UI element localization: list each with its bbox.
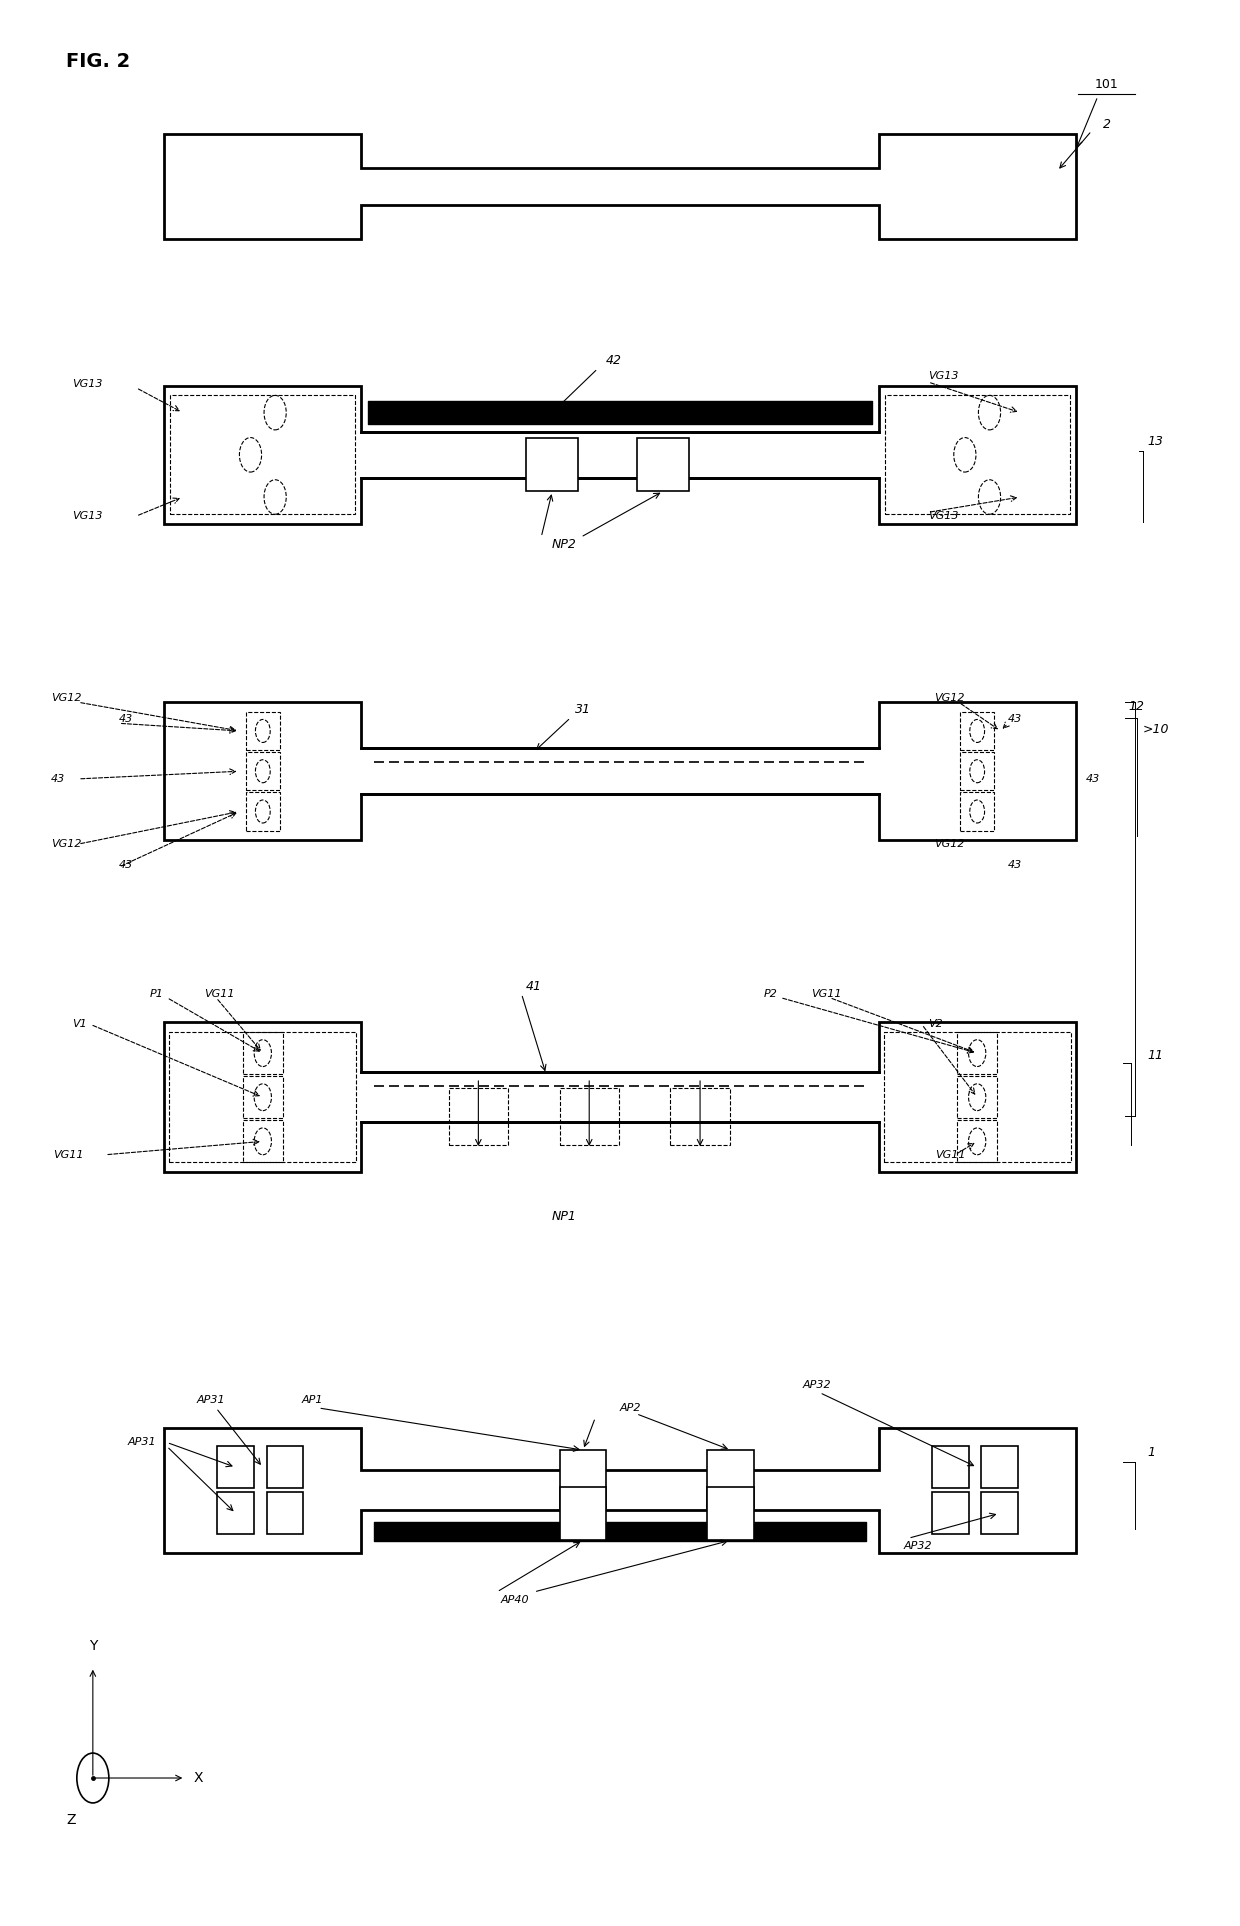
Text: AP31: AP31 xyxy=(128,1437,156,1448)
Bar xyxy=(527,437,578,491)
Text: 43: 43 xyxy=(51,774,66,784)
Bar xyxy=(246,792,280,830)
Text: AP2: AP2 xyxy=(619,1402,641,1414)
Text: 2: 2 xyxy=(1102,119,1111,131)
Text: NP1: NP1 xyxy=(552,1210,577,1223)
Bar xyxy=(559,1450,606,1508)
Text: VG12: VG12 xyxy=(51,840,82,849)
Text: VG11: VG11 xyxy=(811,988,842,1000)
Text: VG12: VG12 xyxy=(934,840,965,849)
Bar xyxy=(960,792,994,830)
Bar xyxy=(960,713,994,749)
Bar xyxy=(169,1032,356,1163)
Bar xyxy=(246,751,280,790)
Text: VG11: VG11 xyxy=(935,1150,966,1159)
Text: 101: 101 xyxy=(1095,79,1118,91)
Polygon shape xyxy=(164,1023,1076,1173)
Text: >10: >10 xyxy=(1142,722,1169,736)
Text: 43: 43 xyxy=(1085,774,1100,784)
Text: 31: 31 xyxy=(575,703,591,716)
Text: VG13: VG13 xyxy=(72,510,103,522)
Text: V2: V2 xyxy=(928,1019,942,1028)
Polygon shape xyxy=(164,1427,1076,1552)
Bar xyxy=(243,1077,283,1119)
Text: Z: Z xyxy=(66,1812,76,1826)
Text: X: X xyxy=(193,1772,203,1785)
Bar xyxy=(957,1077,997,1119)
Text: 43: 43 xyxy=(1008,715,1022,724)
Text: P1: P1 xyxy=(150,988,164,1000)
Text: Y: Y xyxy=(88,1639,97,1653)
Text: VG11: VG11 xyxy=(53,1150,84,1159)
Text: 12: 12 xyxy=(1128,699,1145,713)
Polygon shape xyxy=(164,385,1076,524)
Polygon shape xyxy=(164,133,1076,239)
Text: VG13: VG13 xyxy=(928,372,959,381)
Bar xyxy=(708,1450,754,1508)
Bar xyxy=(243,1032,283,1075)
Bar xyxy=(671,1088,729,1146)
Bar xyxy=(884,1032,1071,1163)
Text: V1: V1 xyxy=(72,1019,87,1028)
Text: 1: 1 xyxy=(1147,1446,1156,1458)
Bar xyxy=(267,1446,304,1489)
Bar xyxy=(170,395,355,514)
Bar xyxy=(981,1446,1018,1489)
Text: VG13: VG13 xyxy=(928,510,959,522)
Polygon shape xyxy=(164,703,1076,840)
Bar xyxy=(981,1493,1018,1535)
Bar xyxy=(243,1121,283,1163)
Text: 41: 41 xyxy=(526,980,542,992)
Bar xyxy=(217,1446,254,1489)
Text: NP2: NP2 xyxy=(552,539,577,551)
Text: 43: 43 xyxy=(119,861,133,871)
Circle shape xyxy=(77,1753,109,1803)
Bar xyxy=(708,1487,754,1541)
Text: 43: 43 xyxy=(119,715,133,724)
Bar xyxy=(957,1032,997,1075)
Text: P2: P2 xyxy=(764,988,777,1000)
Text: AP32: AP32 xyxy=(802,1379,831,1391)
Text: 42: 42 xyxy=(606,354,621,368)
Text: VG12: VG12 xyxy=(934,693,965,703)
Text: VG11: VG11 xyxy=(203,988,234,1000)
Text: AP32: AP32 xyxy=(903,1541,932,1550)
Bar xyxy=(217,1493,254,1535)
Bar xyxy=(267,1493,304,1535)
Bar xyxy=(449,1088,508,1146)
Text: AP1: AP1 xyxy=(301,1394,322,1406)
Text: 11: 11 xyxy=(1147,1048,1163,1061)
Bar xyxy=(559,1088,619,1146)
Text: 13: 13 xyxy=(1147,435,1163,449)
Text: AP31: AP31 xyxy=(197,1394,226,1406)
Bar xyxy=(960,751,994,790)
Bar xyxy=(559,1487,606,1541)
Bar xyxy=(957,1121,997,1163)
Bar xyxy=(931,1446,968,1489)
Bar xyxy=(885,395,1070,514)
Text: VG13: VG13 xyxy=(72,379,103,389)
Text: VG12: VG12 xyxy=(51,693,82,703)
Text: AP40: AP40 xyxy=(501,1595,529,1604)
Text: 43: 43 xyxy=(1008,861,1022,871)
Bar xyxy=(931,1493,968,1535)
Bar xyxy=(637,437,689,491)
Text: FIG. 2: FIG. 2 xyxy=(66,52,130,71)
Bar xyxy=(246,713,280,749)
